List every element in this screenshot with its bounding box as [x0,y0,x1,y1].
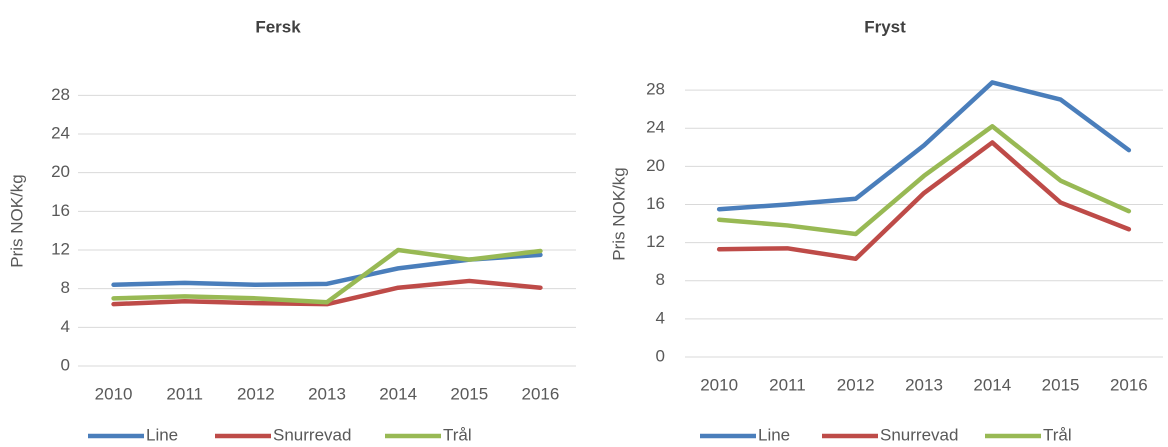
x-tick-label: 2013 [905,375,943,394]
y-tick-label: 28 [646,80,665,99]
y-tick-label: 16 [646,194,665,213]
y-tick-label: 12 [51,239,70,258]
x-tick-label: 2015 [1042,375,1080,394]
x-tick-label: 2014 [379,384,417,403]
y-axis-label: Pris NOK/kg [609,167,628,261]
x-tick-label: 2011 [166,384,203,403]
y-tick-label: 16 [51,201,70,220]
y-tick-label: 24 [646,118,665,137]
y-tick-label: 20 [51,162,70,181]
x-tick-label: 2012 [237,384,275,403]
x-tick-label: 2016 [1110,375,1148,394]
x-tick-label: 2010 [95,384,133,403]
series-line [716,80,1132,212]
chart-title: Fersk [255,17,301,36]
x-tick-label: 2014 [973,375,1011,394]
legend-label: Line [758,425,790,444]
legend-label: Line [146,425,178,444]
x-tick-label: 2013 [308,384,346,403]
y-tick-label: 8 [656,270,665,289]
y-tick-label: 8 [61,278,70,297]
x-tick-label: 2010 [700,375,738,394]
y-tick-label: 20 [646,156,665,175]
y-tick-label: 0 [656,346,665,365]
chart-title: Fryst [864,17,906,36]
y-tick-label: 24 [51,123,70,142]
series-line [111,247,543,305]
y-tick-label: 4 [656,308,665,327]
series-line [716,140,1132,262]
x-tick-label: 2011 [769,375,806,394]
y-axis-label: Pris NOK/kg [7,174,26,268]
legend-label: Snurrevad [880,425,958,444]
y-tick-label: 0 [61,355,70,374]
x-tick-label: 2015 [450,384,488,403]
legend-label: Trål [1043,425,1072,444]
y-tick-label: 28 [51,85,70,104]
y-tick-label: 4 [61,317,70,336]
legend-label: Trål [443,425,472,444]
x-tick-label: 2012 [837,375,875,394]
legend-label: Snurrevad [273,425,351,444]
y-tick-label: 12 [646,232,665,251]
series-line [716,124,1132,237]
x-tick-label: 2016 [522,384,560,403]
